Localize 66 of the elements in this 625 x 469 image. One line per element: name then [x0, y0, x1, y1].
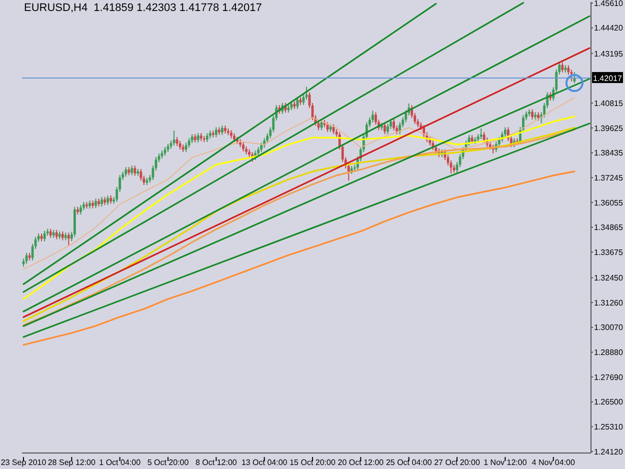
y-tick-label: 1.31260: [594, 298, 624, 308]
line-series: [22, 170, 576, 346]
x-tick-label: 13 Oct 04:00: [241, 458, 288, 467]
y-tick-label: 1.45610: [594, 0, 624, 8]
candlestick: [184, 142, 188, 153]
candlestick: [260, 142, 263, 153]
candlestick: [55, 229, 58, 240]
candlestick: [573, 72, 576, 84]
x-tick-label: 27 Oct 20:00: [434, 458, 480, 467]
candlestick: [480, 128, 482, 140]
ref-line-label: 1.42017: [593, 74, 622, 84]
candlestick: [124, 166, 128, 178]
candlestick: [106, 194, 109, 206]
candlestick: [67, 232, 70, 246]
x-tick-label: 5 Oct 20:00: [147, 458, 190, 467]
x-tick-label: 1 Oct 04:00: [99, 458, 142, 467]
candlestick: [468, 134, 470, 146]
candlestick: [386, 123, 389, 135]
candlestick: [94, 198, 97, 209]
x-tick-label: 28 Sep 12:00: [48, 458, 96, 467]
y-tick-label: 1.30070: [594, 323, 624, 332]
candlestick: [100, 196, 103, 208]
y-tick-label: 1.44420: [594, 24, 624, 33]
candlestick: [242, 142, 244, 152]
y-tick-label: 1.43195: [594, 49, 624, 58]
candlestick: [130, 165, 134, 176]
candlestick: [561, 62, 564, 74]
candlestick: [482, 132, 486, 143]
y-tick-label: 1.25310: [594, 422, 624, 432]
x-tick-label: 4 Nov 04:00: [532, 458, 576, 467]
candlestick: [140, 168, 142, 182]
candlestick: [531, 108, 534, 120]
candlestick: [43, 230, 46, 242]
candlestick: [372, 110, 374, 123]
y-tick-label: 1.24120: [594, 447, 624, 456]
candlestick: [188, 138, 190, 148]
x-tick-label: 20 Oct 12:00: [338, 458, 384, 467]
chart-title: EURUSD,H4 1.41859 1.42303 1.41778 1.42017: [24, 2, 262, 14]
candlestick: [80, 204, 82, 215]
candlestick: [384, 122, 386, 135]
x-tick-label: 8 Oct 12:00: [196, 458, 238, 467]
y-tick-label: 1.32450: [594, 274, 624, 283]
candlestick: [332, 124, 335, 135]
candlestick: [570, 69, 573, 82]
x-tick-label: 1 Nov 12:00: [484, 458, 528, 467]
y-tick-label: 1.33675: [594, 248, 624, 257]
x-tick-label: 23 Sep 2010: [0, 458, 47, 467]
line-series: [23, 97, 575, 270]
candlestick: [196, 132, 200, 143]
candlestick: [392, 118, 395, 132]
candlestick: [214, 126, 218, 138]
candlestick: [221, 125, 224, 136]
y-tick-label: 1.40815: [594, 98, 624, 108]
x-tick-label: 15 Oct 20:00: [290, 458, 336, 467]
y-tick-label: 1.39625: [594, 124, 624, 133]
candlestick: [326, 122, 329, 133]
y-tick-label: 1.34865: [594, 223, 624, 232]
y-tick-label: 1.36055: [594, 198, 624, 208]
y-tick-label: 1.38435: [594, 148, 624, 158]
x-tick-label: 25 Oct 04:00: [386, 458, 432, 467]
y-tick-label: 1.37245: [594, 173, 624, 182]
y-tick-label: 1.27690: [594, 372, 624, 382]
y-tick-label: 1.26500: [594, 398, 624, 407]
y-tick-label: 1.28880: [594, 348, 624, 358]
line-series: [22, 116, 576, 300]
candlestick: [134, 165, 136, 176]
